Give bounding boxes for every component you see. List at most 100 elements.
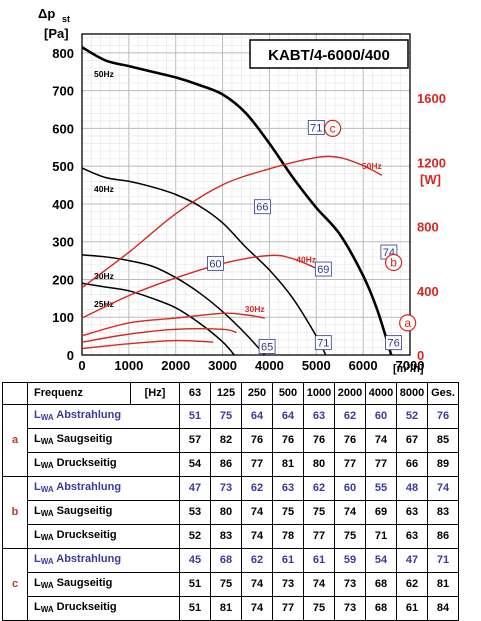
table-cell: 86 (427, 524, 459, 549)
table-cell: 74 (334, 500, 366, 525)
table-cell: 68 (365, 572, 397, 597)
table-cell: 61 (396, 596, 428, 621)
marker-label: c (330, 121, 336, 135)
row-label-symbol: L (34, 553, 41, 565)
table-cell: 76 (303, 428, 335, 453)
row-label-symbol: L (34, 577, 41, 589)
table-cell: 67 (396, 428, 428, 453)
table-cell: 47 (179, 476, 211, 501)
y-tick-label: 100 (52, 310, 74, 325)
header-frequency-col: 125 (210, 382, 242, 405)
table-cell: 63 (396, 500, 428, 525)
table-cell: 74 (365, 428, 397, 453)
y-tick-label: 600 (52, 121, 74, 136)
table-cell: 54 (365, 548, 397, 573)
header-frequency-col: Ges. (427, 382, 459, 405)
table-cell: 80 (210, 500, 242, 525)
group-label: b (2, 476, 28, 549)
plot-frame (81, 33, 411, 356)
x-tick-label: 7000 (396, 358, 425, 373)
table-cell: 76 (427, 404, 459, 429)
table-row: LWA Druckseitig 52 83 74 78 77 75 71 63 86 (3, 524, 459, 549)
table-cell: 62 (241, 476, 273, 501)
x-tick-label: 2000 (161, 358, 190, 373)
marker-circle (324, 119, 342, 138)
table-cell: 69 (365, 500, 397, 525)
table-cell: 75 (303, 500, 335, 525)
table-cell: 45 (179, 548, 211, 573)
row-label: LWA Druckseitig (27, 596, 180, 621)
table-cell: 73 (272, 572, 304, 597)
data-label-box (207, 255, 224, 271)
row-label-text: Saugseitig (53, 433, 113, 445)
y-tick-label: 800 (52, 46, 74, 61)
table-cell: 66 (396, 452, 428, 477)
table-cell: 77 (334, 452, 366, 477)
table-cell: 81 (210, 596, 242, 621)
marker-circle (385, 253, 403, 272)
marker-circle (399, 314, 417, 332)
table-cell: 57 (179, 428, 211, 453)
row-label-sub: WA (40, 557, 54, 566)
y-tick-label: 500 (52, 159, 74, 174)
row-label-sub: WA (40, 581, 54, 590)
header-frequency-col: 500 (272, 382, 304, 405)
data-label: 71 (317, 338, 329, 350)
table-cell: 62 (303, 476, 335, 501)
x-tick-label: 4000 (255, 358, 284, 373)
fan-performance-chart: Δp st [Pa] [W] [m³/h] 0 1000 2000 3000 4000 5… (38, 6, 446, 375)
power-curve-label: 50Hz (362, 161, 382, 171)
group-label: a (2, 404, 28, 477)
row-label-symbol: L (34, 457, 41, 469)
table-cell: 78 (272, 524, 304, 549)
table-row: b LWA Abstrahlung 47 73 62 63 62 60 55 48 74 (2, 476, 459, 549)
table-cell: 63 (396, 524, 428, 549)
table-header-row: Frequenz [Hz] 63 125 250 500 1000 2000 4000 8000 G… (2, 382, 459, 405)
table-cell: 89 (427, 452, 459, 477)
row-label: LWA Saugseitig (27, 500, 180, 525)
table-cell: 74 (241, 524, 273, 549)
pressure-curve-label: 25Hz (94, 299, 114, 309)
table-cell: 74 (427, 476, 459, 501)
x-tick-label: 6000 (349, 358, 378, 373)
row-label: LWA Saugseitig (27, 572, 180, 597)
table-cell: 64 (272, 404, 304, 429)
data-label-box (258, 339, 276, 354)
row-label-sub: WA (40, 461, 54, 470)
pressure-curve-25Hz (81, 282, 235, 356)
table-cell: 60 (365, 404, 397, 429)
table-row: LWA Druckseitig 54 86 77 81 80 77 77 66 89 (3, 452, 459, 477)
table-cell: 75 (334, 524, 366, 549)
power-curve-4 (81, 339, 214, 350)
header-frequency-col: 1000 (303, 382, 335, 405)
y-tick-label: 400 (52, 197, 74, 212)
table-cell: 75 (272, 500, 304, 525)
marker-label: b (390, 255, 397, 269)
row-label-text: Druckseitig (53, 529, 117, 541)
row-label-symbol: L (34, 601, 41, 613)
table-cell: 47 (396, 548, 428, 573)
table-cell: 51 (179, 572, 211, 597)
pressure-curve-label: 50Hz (94, 69, 114, 79)
group-label: c (2, 548, 28, 621)
row-label: LWA Abstrahlung (27, 548, 180, 573)
table-cell: 62 (396, 572, 428, 597)
header-frequency-col: 4000 (365, 382, 397, 405)
table-cell: 73 (334, 596, 366, 621)
y-tick-label: 300 (52, 235, 74, 250)
row-label-text: Abstrahlung (53, 481, 122, 493)
table-cell: 85 (427, 428, 459, 453)
pressure-curve-50Hz (81, 46, 393, 356)
table-cell: 82 (210, 428, 242, 453)
row-label-text: Druckseitig (53, 457, 117, 469)
table-cell: 77 (272, 596, 304, 621)
x-tick-label: 5000 (302, 358, 331, 373)
table-cell: 62 (334, 404, 366, 429)
table-cell: 73 (334, 572, 366, 597)
table-cell: 54 (179, 452, 211, 477)
row-label-symbol: L (34, 409, 41, 421)
table-cell: 77 (241, 452, 273, 477)
data-label-box (253, 199, 271, 215)
power-curve-30Hz (81, 312, 265, 337)
